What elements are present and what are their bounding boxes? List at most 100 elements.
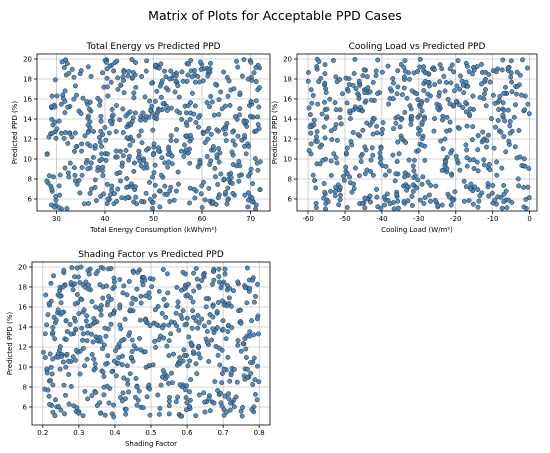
scatter-point bbox=[226, 396, 232, 402]
scatter-point bbox=[214, 325, 220, 331]
scatter-point bbox=[333, 155, 339, 161]
scatter-point bbox=[118, 178, 123, 184]
scatter-point bbox=[495, 118, 501, 123]
scatter-point bbox=[52, 413, 58, 419]
y-tick-label: 20 bbox=[23, 56, 32, 64]
scatter-point bbox=[322, 71, 328, 77]
scatter-point bbox=[214, 309, 220, 315]
scatter-point bbox=[143, 114, 149, 120]
scatter-point bbox=[46, 173, 52, 179]
scatter-point bbox=[308, 87, 314, 93]
scatter-point bbox=[348, 139, 354, 145]
scatter-point bbox=[314, 64, 320, 69]
scatter-point bbox=[216, 266, 222, 272]
scatter-point bbox=[160, 267, 166, 272]
scatter-point bbox=[146, 382, 152, 388]
scatter-point bbox=[56, 183, 62, 189]
scatter-point bbox=[433, 183, 439, 189]
scatter-point bbox=[64, 329, 70, 334]
scatter-point bbox=[210, 314, 216, 320]
scatter-point bbox=[421, 64, 427, 70]
scatter-point bbox=[522, 107, 528, 113]
scatter-point bbox=[130, 115, 136, 121]
scatter-point bbox=[152, 98, 158, 104]
scatter-point bbox=[196, 343, 202, 349]
scatter-point bbox=[143, 147, 149, 153]
scatter-point bbox=[176, 181, 181, 187]
scatter-point bbox=[158, 382, 164, 388]
scatter-point bbox=[180, 358, 186, 364]
scatter-point bbox=[203, 336, 209, 342]
scatter-point bbox=[59, 354, 65, 359]
scatter-point bbox=[217, 362, 223, 368]
scatter-point bbox=[234, 58, 239, 64]
scatter-point bbox=[99, 144, 105, 149]
scatter-point bbox=[495, 194, 501, 200]
scatter-point bbox=[185, 72, 191, 78]
scatter-point bbox=[79, 297, 85, 302]
scatter-point bbox=[98, 338, 104, 344]
scatter-point bbox=[454, 83, 460, 89]
scatter-point bbox=[148, 108, 154, 114]
scatter-point bbox=[431, 67, 437, 73]
x-tick-label: 0.6 bbox=[181, 429, 193, 437]
scatter-point bbox=[470, 71, 475, 77]
scatter-point bbox=[171, 197, 177, 203]
scatter-point bbox=[224, 201, 230, 207]
scatter-point bbox=[98, 118, 104, 124]
scatter-point bbox=[131, 168, 137, 174]
scatter-point bbox=[237, 90, 243, 96]
scatter-point bbox=[411, 157, 417, 163]
scatter-point bbox=[455, 58, 461, 64]
scatter-point bbox=[182, 322, 188, 328]
scatter-point bbox=[501, 90, 507, 96]
scatter-point bbox=[511, 114, 517, 120]
scatter-point bbox=[63, 364, 69, 370]
scatter-point bbox=[504, 205, 510, 211]
scatter-point bbox=[76, 177, 82, 183]
scatter-point bbox=[166, 398, 172, 404]
scatter-point bbox=[501, 107, 507, 113]
scatter-point bbox=[193, 266, 199, 271]
scatter-point bbox=[242, 285, 248, 291]
scatter-point bbox=[415, 177, 421, 183]
scatter-point bbox=[124, 135, 130, 141]
scatter-point bbox=[369, 119, 375, 125]
scatter-point bbox=[132, 184, 138, 190]
scatter-point bbox=[128, 354, 134, 360]
scatter-point bbox=[188, 295, 193, 301]
scatter-point bbox=[50, 382, 56, 388]
scatter-point bbox=[244, 300, 250, 306]
scatter-point bbox=[93, 271, 99, 277]
scatter-point bbox=[177, 382, 183, 388]
scatter-point bbox=[364, 120, 370, 126]
scatter-point bbox=[459, 78, 465, 84]
scatter-point bbox=[63, 318, 69, 324]
scatter-point bbox=[167, 76, 173, 82]
scatter-point bbox=[501, 199, 507, 205]
y-tick-label: 8 bbox=[28, 176, 32, 184]
scatter-point bbox=[482, 91, 487, 97]
scatter-point bbox=[130, 295, 136, 301]
scatter-point bbox=[492, 100, 498, 106]
scatter-point bbox=[49, 130, 55, 136]
scatter-point bbox=[104, 181, 110, 187]
scatter-point bbox=[401, 199, 407, 205]
scatter-point bbox=[91, 129, 97, 134]
scatter-point bbox=[178, 312, 184, 318]
scatter-point bbox=[100, 191, 106, 197]
scatter-point bbox=[183, 147, 189, 153]
scatter-point bbox=[341, 177, 347, 183]
scatter-point bbox=[109, 411, 115, 417]
scatter-point bbox=[168, 319, 174, 325]
scatter-point bbox=[241, 57, 247, 63]
y-tick-label: 10 bbox=[18, 364, 27, 372]
scatter-point bbox=[82, 284, 88, 290]
scatter-point bbox=[106, 294, 112, 299]
scatter-point bbox=[176, 94, 182, 100]
scatter-point bbox=[147, 98, 153, 104]
scatter-point bbox=[100, 369, 106, 375]
scatter-point bbox=[142, 349, 148, 355]
scatter-point bbox=[219, 371, 225, 377]
scatter-point bbox=[421, 201, 427, 206]
